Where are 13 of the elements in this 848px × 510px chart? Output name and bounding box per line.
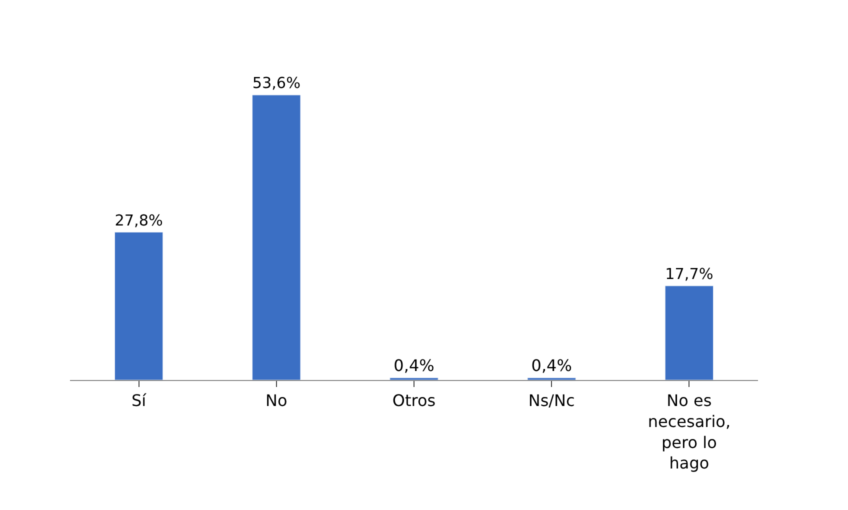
bar	[252, 94, 301, 380]
data-label: 27,8%	[114, 211, 163, 230]
bar	[114, 232, 164, 380]
data-label: 17,7%	[665, 265, 714, 284]
data-label: 53,6%	[252, 74, 300, 92]
x-tick-label: Ns/Nc	[528, 391, 575, 410]
x-tick-label: No	[266, 391, 288, 410]
x-tick-label: Otros	[392, 391, 436, 410]
data-label: 0,4%	[531, 356, 572, 375]
data-label: 0,4%	[394, 356, 434, 375]
bar	[664, 286, 714, 380]
x-tick-label: Sí	[131, 391, 147, 410]
x-tick-label: No es necesario, pero lo hago	[648, 391, 731, 473]
